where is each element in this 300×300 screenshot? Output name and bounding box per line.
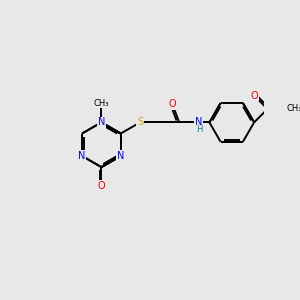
Text: CH₃: CH₃	[286, 104, 300, 113]
Text: O: O	[250, 91, 258, 100]
Text: N: N	[98, 117, 105, 128]
Text: N: N	[78, 151, 86, 161]
Text: CH₃: CH₃	[94, 99, 109, 108]
Text: H: H	[196, 125, 203, 134]
Text: N: N	[194, 117, 202, 128]
Text: S: S	[137, 117, 143, 128]
Text: O: O	[169, 100, 176, 110]
Text: O: O	[98, 181, 105, 191]
Text: N: N	[117, 151, 124, 161]
